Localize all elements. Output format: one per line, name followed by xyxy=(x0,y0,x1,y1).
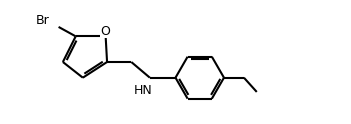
Text: O: O xyxy=(101,25,111,38)
Text: HN: HN xyxy=(133,84,152,97)
Text: Br: Br xyxy=(36,14,50,27)
